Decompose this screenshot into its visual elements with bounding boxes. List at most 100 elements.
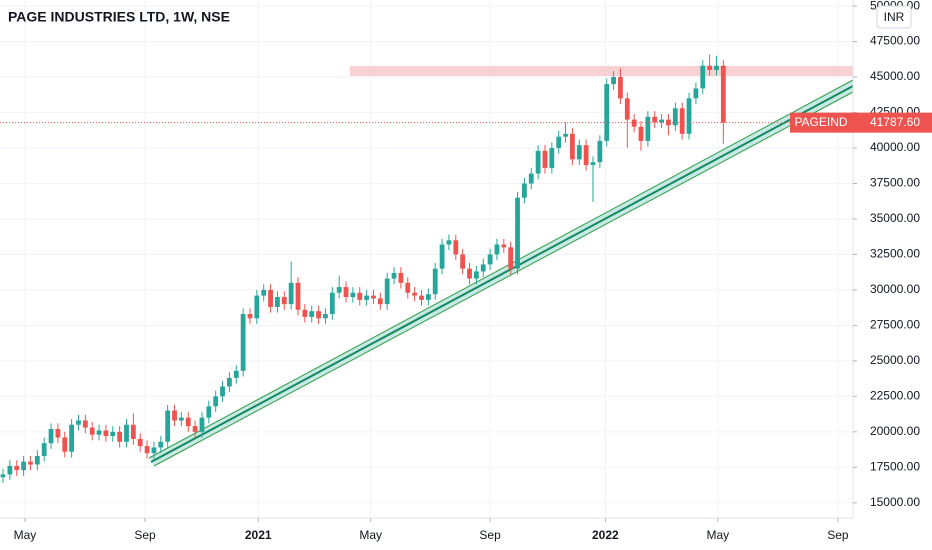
candle-body [679,108,685,134]
candle-body [62,437,68,452]
x-tick-label: 2021 [245,528,272,542]
candle-body [460,254,466,269]
candle-body [28,461,33,465]
candle-body [508,247,514,269]
candle-body [638,126,644,141]
candle-body [707,65,713,70]
candle-body [549,148,555,168]
y-tick-label: 35000.00 [870,211,920,225]
candle-body [467,268,472,279]
candle-body [247,314,253,319]
candle-body [590,162,596,166]
candle-body [110,431,116,437]
y-tick-label: 40000.00 [870,140,920,154]
candle-body [7,465,13,475]
candle-body [714,65,719,70]
candle-body [645,116,651,141]
symbol-label: PAGEIND [794,115,847,129]
candle-body [521,183,527,198]
candle-body [453,240,459,255]
candle-body [178,417,184,421]
candle-body [130,424,136,439]
x-tick-label: May [359,528,382,542]
candle-body [124,424,129,442]
candle-body [535,150,541,174]
candle-body [371,295,376,299]
candle-body [76,420,81,425]
y-tick-label: 25000.00 [870,353,920,367]
candle-body [185,417,191,427]
currency-box[interactable] [876,5,912,29]
candle-body [192,426,198,432]
chart-title: PAGE INDUSTRIES LTD, 1W, NSE [8,9,230,25]
y-tick-label: 15000.00 [870,495,920,509]
candle-body [563,133,568,137]
trend-line-mid [150,85,854,463]
candle-body [151,447,157,454]
candle-body [446,240,452,245]
candle-body [432,268,438,295]
candle-body [323,314,328,319]
candle-body [261,289,267,296]
candle-body [480,264,486,272]
candle-body [227,377,232,387]
candle-body [172,410,177,421]
candle-body [309,311,315,317]
y-tick-label: 37500.00 [870,176,920,190]
candle-body [233,370,239,378]
candle-body [268,289,273,307]
candle-body [41,443,47,456]
candle-body [659,119,665,123]
candle-body [275,297,280,307]
candle-body [364,295,370,300]
y-tick-label: 22500.00 [870,389,920,403]
candle-body [720,65,726,123]
candle-body [55,429,61,438]
candle-body [576,145,582,160]
candle-body [336,287,342,293]
candle-body [583,145,589,166]
x-tick-label: May [707,528,730,542]
currency[interactable]: INR [884,10,905,24]
candle-body [624,98,630,120]
candle-body [686,98,692,134]
candle-body [0,474,6,478]
candle-body [350,292,356,298]
x-tick-label: Sep [134,528,156,542]
candle-body [89,427,95,435]
candle-body [316,311,321,319]
candle-body [103,430,109,437]
candle-body [528,173,534,184]
y-tick-label: 27500.00 [870,318,920,332]
candle-body [240,314,246,371]
candle-body [295,282,301,310]
x-tick-label: Sep [827,528,849,542]
grid [0,0,853,518]
y-tick-label: 30000.00 [870,282,920,296]
resistance-zone [350,66,853,76]
candle-body [693,88,699,99]
candle-body [288,282,294,305]
candle-body [666,119,671,126]
candle-body [199,417,205,432]
candle-body [515,197,520,269]
y-tick-label: 47500.00 [870,34,920,48]
candle-body [329,292,335,315]
candle-body [158,441,164,448]
symbol-tag [790,112,853,133]
candle-body [398,272,404,283]
candle-body [206,406,212,418]
candle-body [117,431,123,442]
x-tick-label: May [14,528,37,542]
y-tick-label: 32500.00 [870,247,920,261]
candle-body [419,295,424,300]
candle-body [652,116,658,123]
candle-body [302,309,308,317]
x-tick-label: 2022 [592,528,619,542]
candle-body [501,244,507,248]
candle-body [357,292,363,300]
candle-body [377,298,383,305]
candle-body [487,254,493,265]
y-tick-label: 20000.00 [870,424,920,438]
